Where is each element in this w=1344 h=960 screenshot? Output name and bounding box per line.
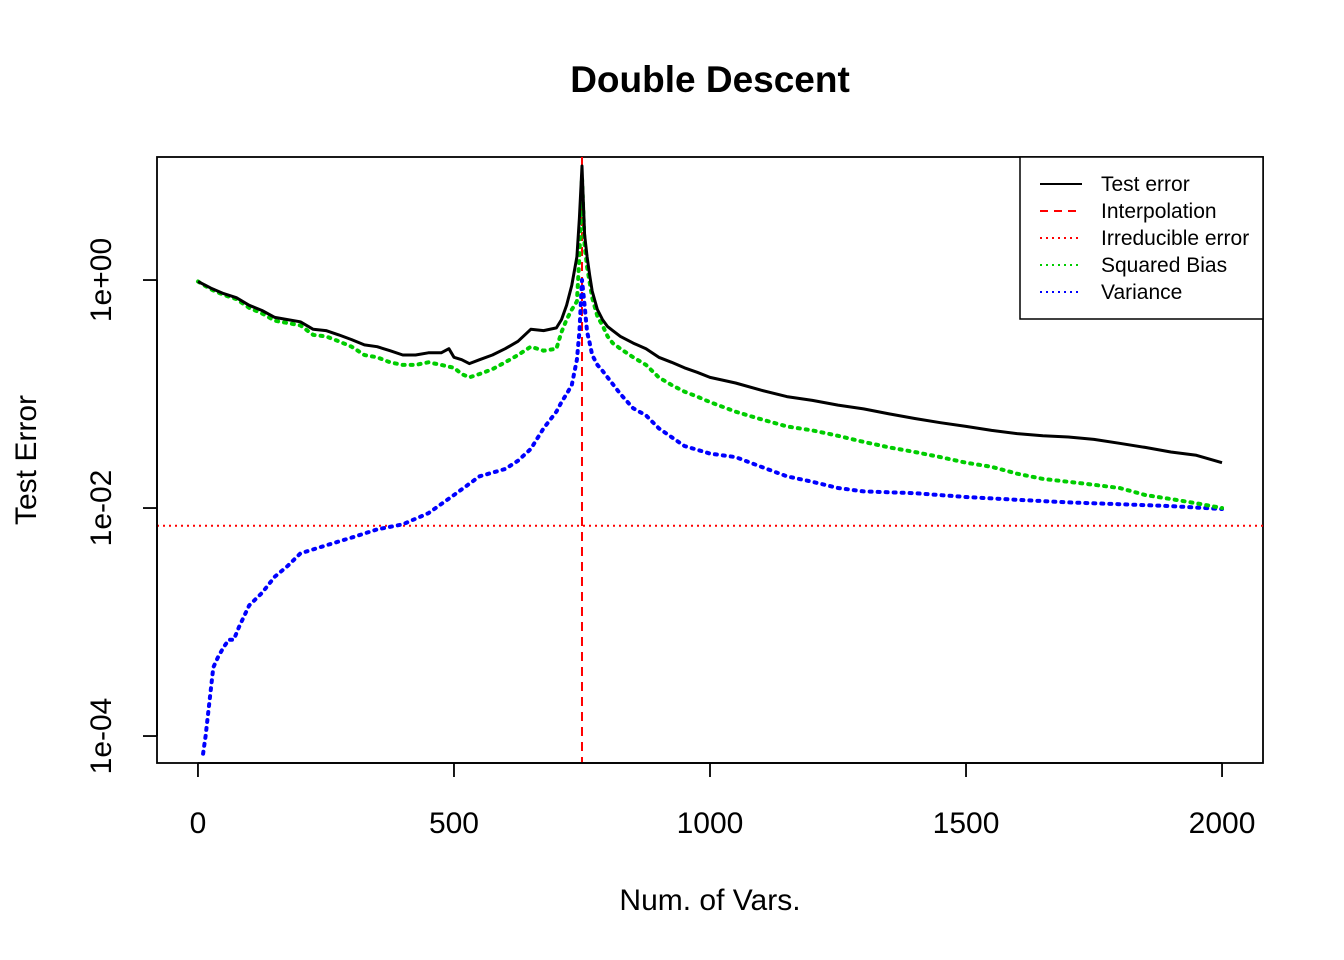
legend-label-squared-bias: Squared Bias	[1101, 254, 1227, 277]
x-tick-label: 500	[429, 807, 479, 840]
legend: Test error Interpolation Irreducible error…	[1019, 156, 1264, 320]
legend-label-variance: Variance	[1101, 281, 1182, 304]
series-line-test-error	[197, 164, 1223, 465]
series-line-variance	[201, 278, 1224, 756]
legend-label-interpolation: Interpolation	[1101, 200, 1217, 223]
y-axis: 1e-04 1e-02 1e+00	[85, 238, 158, 775]
y-tick-label: 1e-04	[85, 698, 118, 775]
series-lines	[196, 164, 1224, 756]
legend-label-test-error: Test error	[1101, 173, 1190, 196]
y-tick-label: 1e-02	[85, 470, 118, 547]
x-axis: 0 500 1000 1500 2000	[190, 762, 1256, 840]
reference-lines	[157, 157, 1263, 763]
x-tick-label: 1000	[677, 807, 744, 840]
x-tick-label: 2000	[1189, 807, 1256, 840]
x-axis-label: Num. of Vars.	[619, 884, 800, 917]
x-tick-label: 1500	[933, 807, 1000, 840]
y-axis-label: Test Error	[10, 395, 43, 525]
chart-title: Double Descent	[570, 59, 850, 100]
y-tick-label: 1e+00	[85, 238, 118, 322]
legend-label-irreducible-error: Irreducible error	[1101, 227, 1249, 250]
x-tick-label: 0	[190, 807, 207, 840]
